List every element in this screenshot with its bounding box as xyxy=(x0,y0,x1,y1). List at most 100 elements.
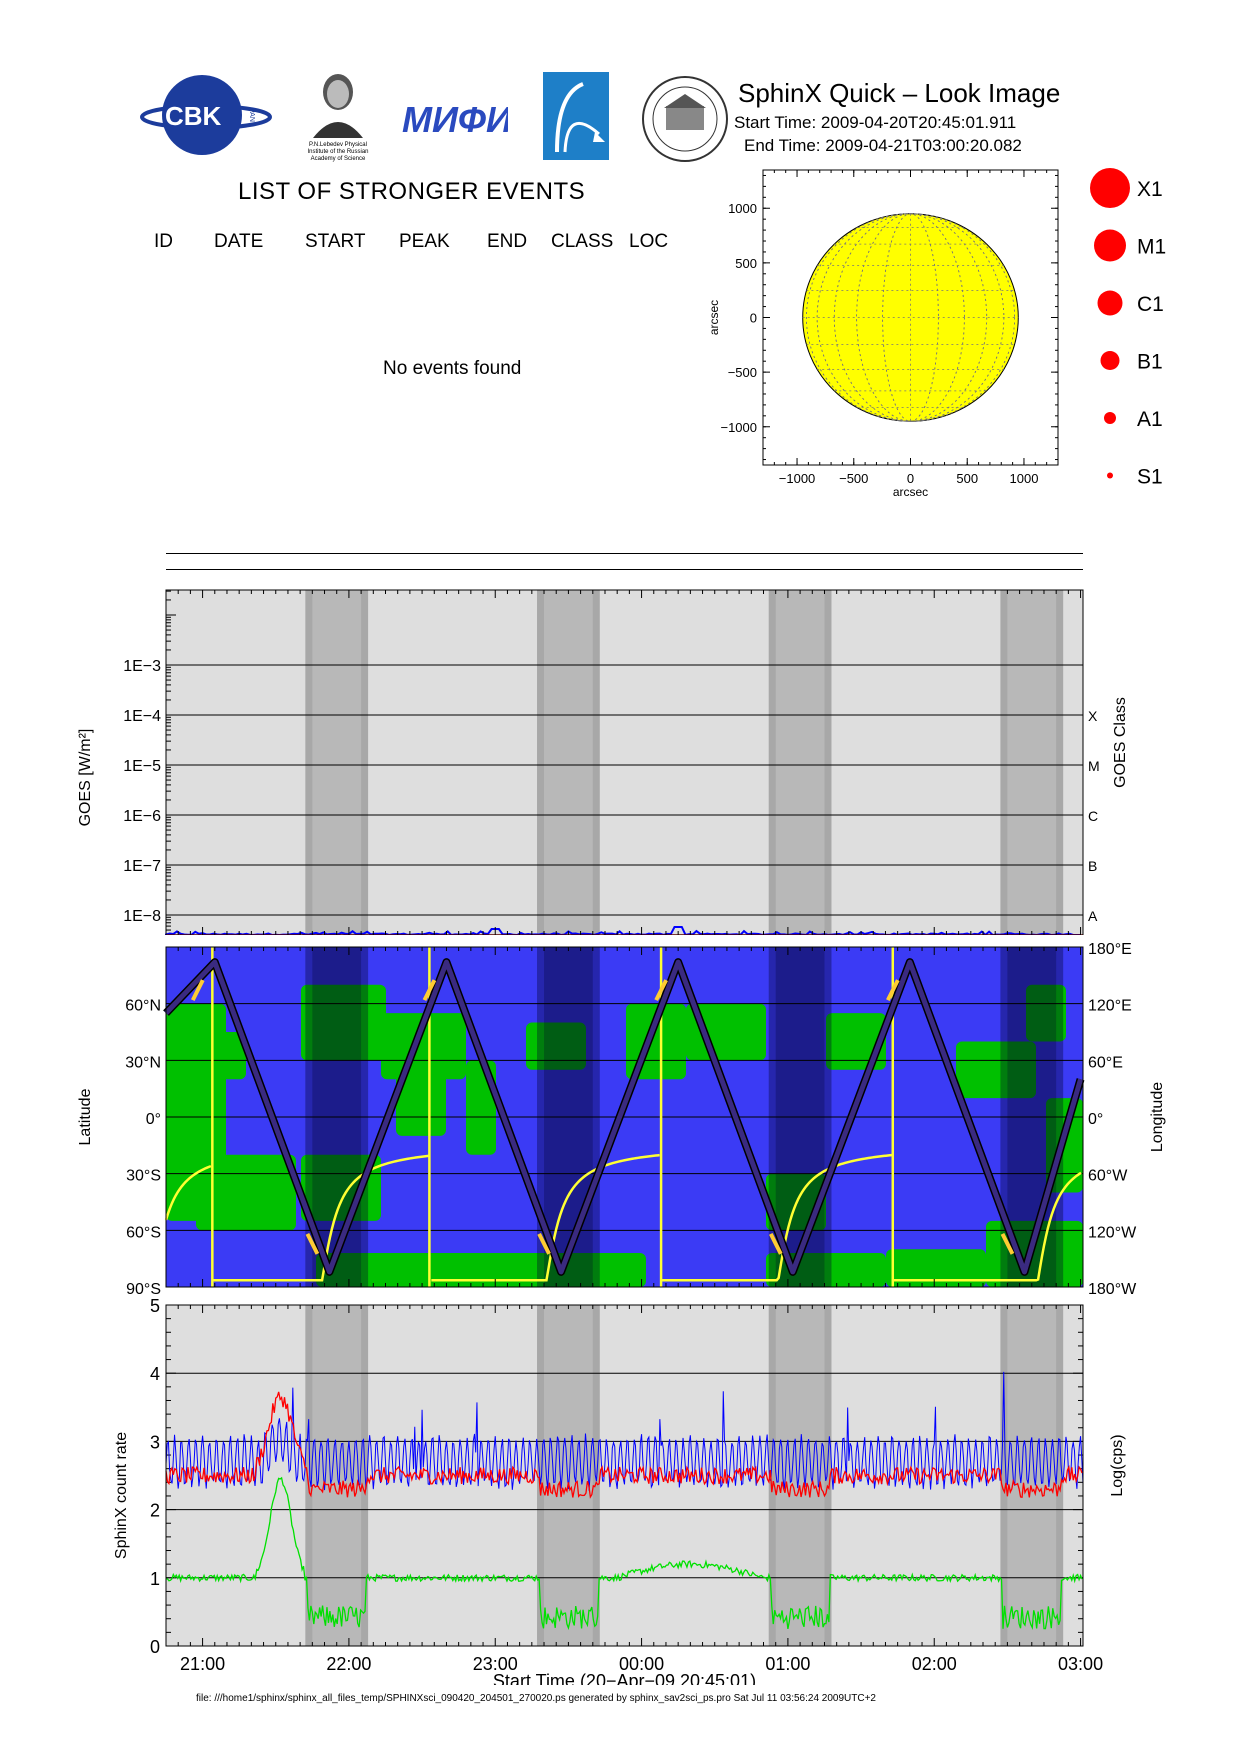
col-start: START xyxy=(305,231,366,252)
events-title: LIST OF STRONGER EVENTS xyxy=(238,178,586,205)
end-time: End Time: 2009-04-21T03:00:20.082 xyxy=(744,136,1022,155)
no-events-message: No events found xyxy=(383,358,522,379)
lebedev-portrait: P.N.Lebedev Physical Institute of the Ru… xyxy=(307,74,369,162)
rate-y-tick-label: 3 xyxy=(150,1432,160,1452)
rate-series-red xyxy=(165,1391,1083,1499)
goes-y-tick-label: 1E−4 xyxy=(123,708,161,725)
separator-top xyxy=(166,553,1083,554)
col-class: CLASS xyxy=(551,231,614,252)
night-band xyxy=(544,1305,593,1646)
y-axis-label: arcsec xyxy=(707,300,721,335)
orbit-track xyxy=(164,959,1083,1275)
rate-x-axis-label: Start Time (20−Apr−09 20:45:01) xyxy=(493,1671,756,1685)
sun-disk-chart: −1000 −500 0 500 1000 −1000 −500 0 500 1000 arcsec… xyxy=(707,169,1059,499)
map-y2-axis-label: Longitude xyxy=(1149,1082,1166,1152)
x-tick-label: 21:00 xyxy=(180,1654,225,1674)
x-tick-label: 00:00 xyxy=(619,1654,664,1674)
night-band xyxy=(1007,590,1057,935)
legend-label-x1: X1 xyxy=(1137,178,1163,201)
observatory-emblem xyxy=(543,72,609,160)
goes-y-tick-label: 1E−3 xyxy=(123,658,161,675)
lebedev-caption-3: Academy of Science xyxy=(311,156,366,162)
legend-marker-c1 xyxy=(1097,290,1123,316)
map-y-tick-label: 60°S xyxy=(126,1224,161,1241)
legend-marker-a1 xyxy=(1104,412,1116,424)
map-y-tick-label: 30°N xyxy=(125,1054,161,1071)
goes-class-label-x: X xyxy=(1088,708,1098,724)
orbit-hotspot xyxy=(190,979,205,1002)
header-logos: CBK PAN P.N.Lebedev Physical Institute o… xyxy=(140,64,728,164)
y-tick-label: 1000 xyxy=(728,201,757,216)
start-time: Start Time: 2009-04-20T20:45:01.911 xyxy=(734,113,1017,132)
orbit-hotspot xyxy=(1000,1232,1015,1255)
longitude-curve xyxy=(212,1154,430,1282)
goes-y-tick-label: 1E−6 xyxy=(123,808,161,825)
rate-y-tick-label: 2 xyxy=(150,1501,160,1521)
rate-series-blue xyxy=(165,1371,1084,1491)
lebedev-caption-1: P.N.Lebedev Physical xyxy=(309,142,367,148)
y-tick-label: −500 xyxy=(728,365,757,380)
x-tick-label: 23:00 xyxy=(473,1654,518,1674)
y-tick-label: 500 xyxy=(735,256,757,271)
longitude-curve xyxy=(164,1164,212,1221)
legend-marker-m1 xyxy=(1094,229,1126,262)
col-peak: PEAK xyxy=(399,231,450,252)
map-y-axis-label: Latitude xyxy=(77,1088,94,1145)
col-id: ID xyxy=(154,231,173,252)
longitude-curve xyxy=(431,1153,660,1282)
mian-logo-text: МИФИ xyxy=(402,99,508,140)
separator-bottom xyxy=(166,569,1083,570)
map-y2-tick-label: 180°E xyxy=(1088,941,1132,958)
legend-marker-b1 xyxy=(1100,351,1120,370)
col-date: DATE xyxy=(214,231,264,252)
orbit-hotspot xyxy=(654,979,668,1002)
orbit-map-chart: 60°N 30°N 0° 30°S 60°S 90°S 180°E 120°E 60°E 0° 60… xyxy=(77,941,1166,1295)
x-tick-label: 1000 xyxy=(1010,471,1039,486)
count-rate-chart: 0 1 2 3 4 5 21:00 22:00 23:00 00:00 01:00 02:00 03:0… xyxy=(113,1296,1126,1685)
land-region xyxy=(301,1154,381,1221)
goes-class-label-c: C xyxy=(1088,808,1098,824)
university-seal xyxy=(642,76,728,162)
x-tick-label: 500 xyxy=(956,471,978,486)
orbit-hotspot xyxy=(768,1232,783,1255)
map-y-tick-label: 60°N xyxy=(125,998,161,1015)
y-tick-label: 0 xyxy=(750,311,757,326)
col-end: END xyxy=(487,231,528,252)
map-y2-tick-label: 60°E xyxy=(1088,1054,1123,1071)
orbit-hotspot xyxy=(886,979,900,1002)
longitude-gridline xyxy=(805,213,1016,422)
goes-plot-frame xyxy=(165,589,1084,935)
col-loc: LOC xyxy=(629,231,669,252)
lebedev-caption-2: Institute of the Russian xyxy=(307,149,368,155)
legend-label-b1: B1 xyxy=(1137,351,1163,374)
map-y2-tick-label: 60°W xyxy=(1088,1168,1128,1185)
night-band xyxy=(775,590,825,935)
goes-plot-area xyxy=(166,590,1083,935)
orbit-hotspot xyxy=(422,979,437,1002)
land-region xyxy=(1026,984,1066,1042)
longitude-gridline xyxy=(816,213,1005,422)
night-band xyxy=(775,1305,825,1646)
x-tick-label: −500 xyxy=(839,471,868,486)
x-tick-label: −1000 xyxy=(779,471,816,486)
land-region xyxy=(956,1041,1036,1099)
map-y2-tick-label: 180°W xyxy=(1088,1281,1137,1295)
rate-y-tick-label: 5 xyxy=(150,1296,160,1316)
night-band xyxy=(312,590,362,935)
page-title: SphinX Quick – Look Image xyxy=(738,78,1061,108)
file-footer: file: ///home1/sphinx/sphinx_all_files_t… xyxy=(196,1693,876,1704)
goes-y-tick-label: 1E−8 xyxy=(123,908,161,925)
goes-y-axis-label: GOES [W/m²] xyxy=(77,729,94,827)
rate-series-green xyxy=(165,1476,1083,1631)
longitude-curve xyxy=(661,1153,892,1282)
legend-label-a1: A1 xyxy=(1137,408,1163,431)
legend-label-c1: C1 xyxy=(1137,293,1164,316)
night-band xyxy=(312,1305,362,1646)
goes-y2-axis-label: GOES Class xyxy=(1112,697,1129,788)
map-y2-tick-label: 0° xyxy=(1088,1111,1103,1128)
x-tick-label: 01:00 xyxy=(765,1654,810,1674)
event-size-legend: X1 M1 C1 B1 A1 S1 xyxy=(1090,168,1166,489)
x-tick-label: 22:00 xyxy=(326,1654,371,1674)
legend-marker-s1 xyxy=(1107,472,1113,479)
rate-y-tick-label: 4 xyxy=(150,1364,160,1384)
